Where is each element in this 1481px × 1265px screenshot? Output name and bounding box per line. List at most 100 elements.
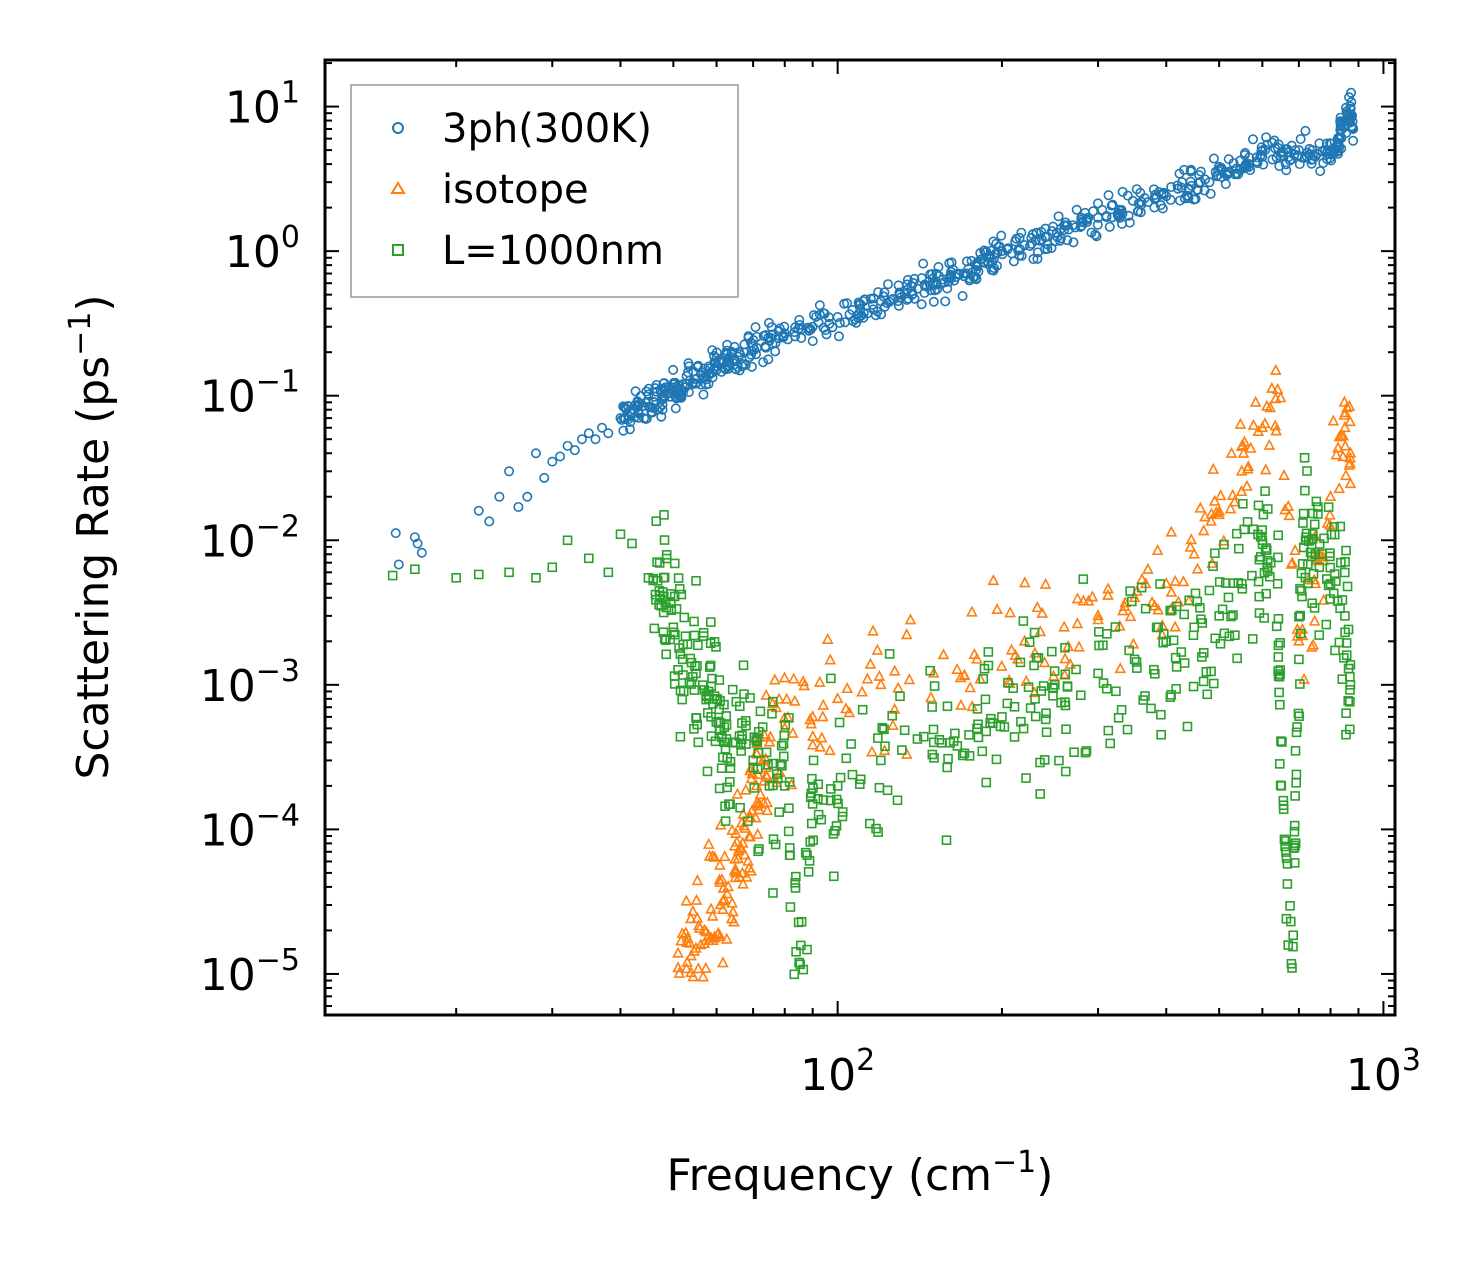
data-point-square — [661, 550, 672, 560]
data-point-circle — [1281, 165, 1292, 176]
data-point-square — [1003, 677, 1013, 688]
data-point-square — [721, 720, 732, 730]
data-point-square — [1210, 548, 1220, 559]
data-point-circle — [746, 361, 757, 372]
data-point-square — [1182, 721, 1193, 732]
data-point-square — [562, 535, 573, 546]
legend-marker-l1000nm — [392, 244, 404, 256]
data-point-square — [692, 719, 703, 730]
data-point-square — [1009, 732, 1020, 742]
data-point-triangle — [760, 768, 772, 780]
data-point-circle — [1185, 176, 1196, 187]
data-point-circle — [1315, 166, 1326, 177]
data-point-circle — [1341, 128, 1352, 139]
data-point-square — [834, 717, 845, 728]
data-point-square — [1232, 653, 1242, 664]
data-point-circle — [988, 236, 999, 247]
data-point-square — [837, 811, 848, 822]
data-point-square — [669, 591, 680, 602]
y-tick-label: 10−2 — [200, 509, 300, 567]
data-point-triangle — [708, 850, 721, 862]
data-point-square — [1341, 545, 1351, 556]
data-point-square — [1041, 727, 1052, 738]
data-point-square — [1294, 654, 1304, 665]
data-point-square — [807, 799, 818, 809]
data-point-square — [784, 843, 795, 853]
data-point-circle — [723, 363, 734, 374]
data-point-circle — [862, 308, 873, 319]
data-point-circle — [931, 279, 942, 290]
x-tick-label: 103 — [1346, 1043, 1421, 1101]
data-point-triangle — [766, 697, 779, 709]
data-point-square — [997, 712, 1007, 722]
data-point-square — [912, 734, 923, 744]
data-point-triangle — [1005, 643, 1018, 655]
data-point-square — [802, 850, 812, 860]
data-point-circle — [484, 516, 495, 527]
data-point-triangle — [742, 854, 754, 866]
y-tick-label: 10−4 — [200, 798, 300, 856]
data-point-square — [957, 750, 968, 761]
data-point-square — [692, 661, 702, 671]
data-point-circle — [624, 424, 635, 435]
data-point-square — [689, 616, 699, 627]
data-point-square — [775, 759, 786, 769]
data-point-square — [686, 679, 697, 689]
data-point-square — [753, 846, 763, 857]
data-point-triangle — [1018, 634, 1031, 646]
data-point-square — [882, 785, 893, 796]
data-point-square — [725, 799, 735, 810]
data-point-triangle — [1146, 596, 1158, 608]
data-point-triangle — [1224, 502, 1237, 514]
data-point-square — [1024, 637, 1035, 648]
data-point-circle — [987, 256, 998, 267]
data-point-triangle — [744, 830, 757, 842]
data-point-square — [892, 795, 903, 806]
data-point-square — [1060, 669, 1071, 680]
data-point-circle — [767, 338, 778, 349]
data-point-square — [1230, 630, 1240, 640]
data-point-triangle — [900, 628, 913, 640]
data-point-circle — [765, 332, 776, 343]
y-tick-label: 10−1 — [200, 365, 300, 423]
data-point-circle — [789, 327, 800, 338]
data-point-circle — [942, 283, 953, 294]
data-point-circle — [1247, 134, 1258, 145]
data-point-circle — [513, 501, 524, 512]
data-point-circle — [1269, 135, 1280, 146]
data-point-circle — [530, 448, 541, 459]
data-point-circle — [416, 547, 427, 558]
data-point-triangle — [813, 675, 826, 687]
data-point-square — [785, 902, 796, 912]
data-point-triangle — [1208, 494, 1221, 506]
data-point-triangle — [787, 672, 800, 684]
data-point-triangle — [1289, 543, 1301, 555]
data-point-square — [763, 760, 773, 770]
data-point-square — [807, 773, 817, 784]
plot-frame — [323, 58, 1397, 1017]
data-point-square — [706, 681, 717, 692]
data-point-square — [887, 710, 897, 721]
data-point-circle — [1251, 152, 1262, 163]
data-point-square — [675, 649, 686, 659]
data-point-square — [805, 837, 816, 847]
data-point-square — [1309, 519, 1320, 530]
data-point-circle — [1117, 208, 1128, 219]
data-point-circle — [1224, 166, 1235, 177]
data-point-square — [1002, 698, 1013, 709]
data-point-triangle — [714, 929, 727, 941]
data-point-square — [1340, 611, 1350, 621]
data-point-circle — [1210, 166, 1221, 177]
data-point-circle — [504, 466, 515, 477]
data-point-square — [1341, 650, 1352, 660]
data-point-square — [929, 681, 940, 691]
data-point-square — [1328, 588, 1339, 599]
data-point-square — [735, 802, 745, 813]
data-point-square — [719, 722, 730, 732]
data-point-triangle — [694, 938, 707, 950]
data-point-square — [651, 516, 662, 526]
data-point-square — [1025, 703, 1036, 713]
data-point-square — [1325, 551, 1335, 562]
data-point-triangle — [821, 633, 834, 645]
data-point-square — [754, 844, 764, 854]
